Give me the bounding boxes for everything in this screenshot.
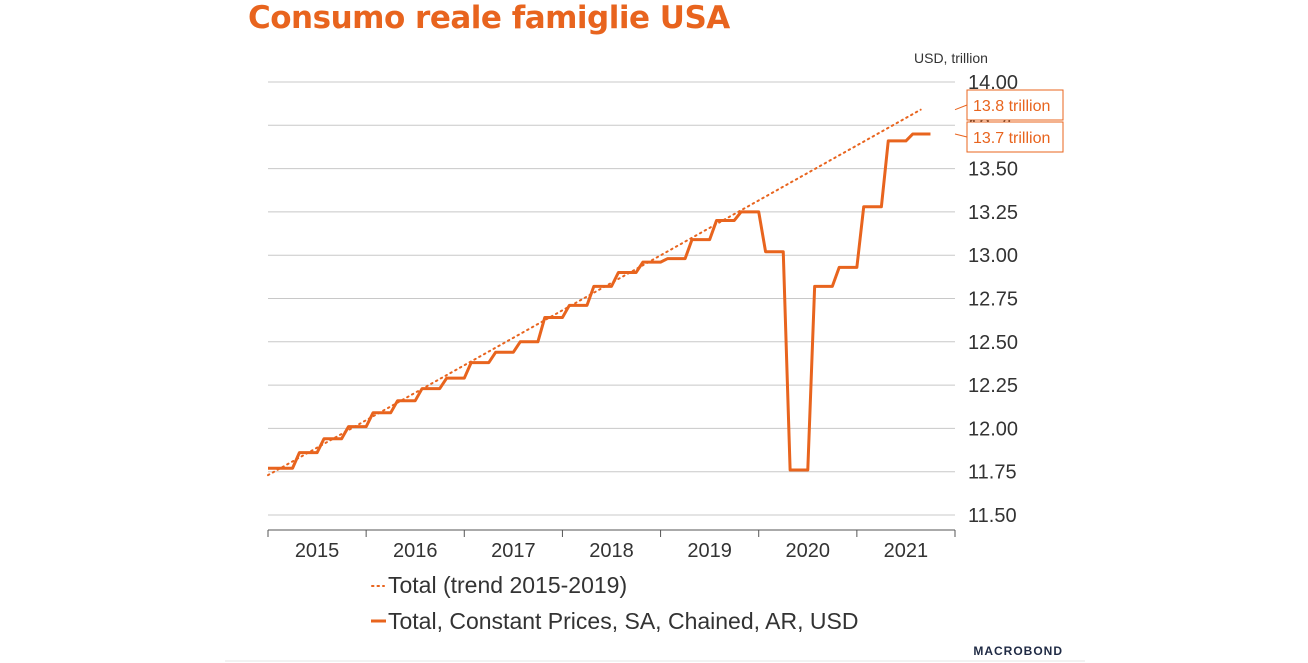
legend-label-trend: Total (trend 2015-2019) — [388, 572, 627, 598]
legend-label-total: Total, Constant Prices, SA, Chained, AR,… — [388, 608, 858, 634]
y-tick-label: 12.25 — [968, 375, 1018, 397]
consumption-line — [268, 132, 931, 472]
callout-box — [966, 89, 1064, 121]
x-tick-label: 2020 — [786, 540, 831, 562]
y-tick-label: 13.00 — [968, 245, 1018, 267]
x-tick-label: 2021 — [884, 540, 929, 562]
y-tick-label: 12.00 — [968, 418, 1018, 440]
y-tick-label: 14.00 — [968, 72, 1018, 94]
y-axis-unit: USD, trillion — [914, 50, 988, 66]
callout-connector — [954, 133, 968, 138]
y-tick-label: 13.25 — [968, 202, 1018, 224]
callout-connector — [954, 104, 968, 111]
callout-label: 13.8 trillion — [973, 98, 1050, 115]
y-tick-label: 12.75 — [968, 289, 1018, 311]
chart-title: Consumo reale famiglie USA — [248, 0, 730, 36]
y-tick-label: 13.50 — [968, 159, 1018, 181]
y-tick-label: 11.75 — [968, 462, 1017, 484]
x-tick-label: 2015 — [295, 540, 340, 562]
x-tick-label: 2019 — [687, 540, 732, 562]
x-tick-label: 2016 — [393, 540, 438, 562]
macrobond-logo: MACROBOND — [973, 644, 1063, 658]
y-tick-label: 12.50 — [968, 332, 1018, 354]
callout-box — [966, 121, 1064, 153]
trend-line — [267, 108, 922, 477]
y-tick-label: 11.50 — [968, 505, 1017, 527]
x-tick-label: 2018 — [589, 540, 634, 562]
callout-label: 13.7 trillion — [973, 130, 1050, 147]
x-tick-label: 2017 — [491, 540, 536, 562]
